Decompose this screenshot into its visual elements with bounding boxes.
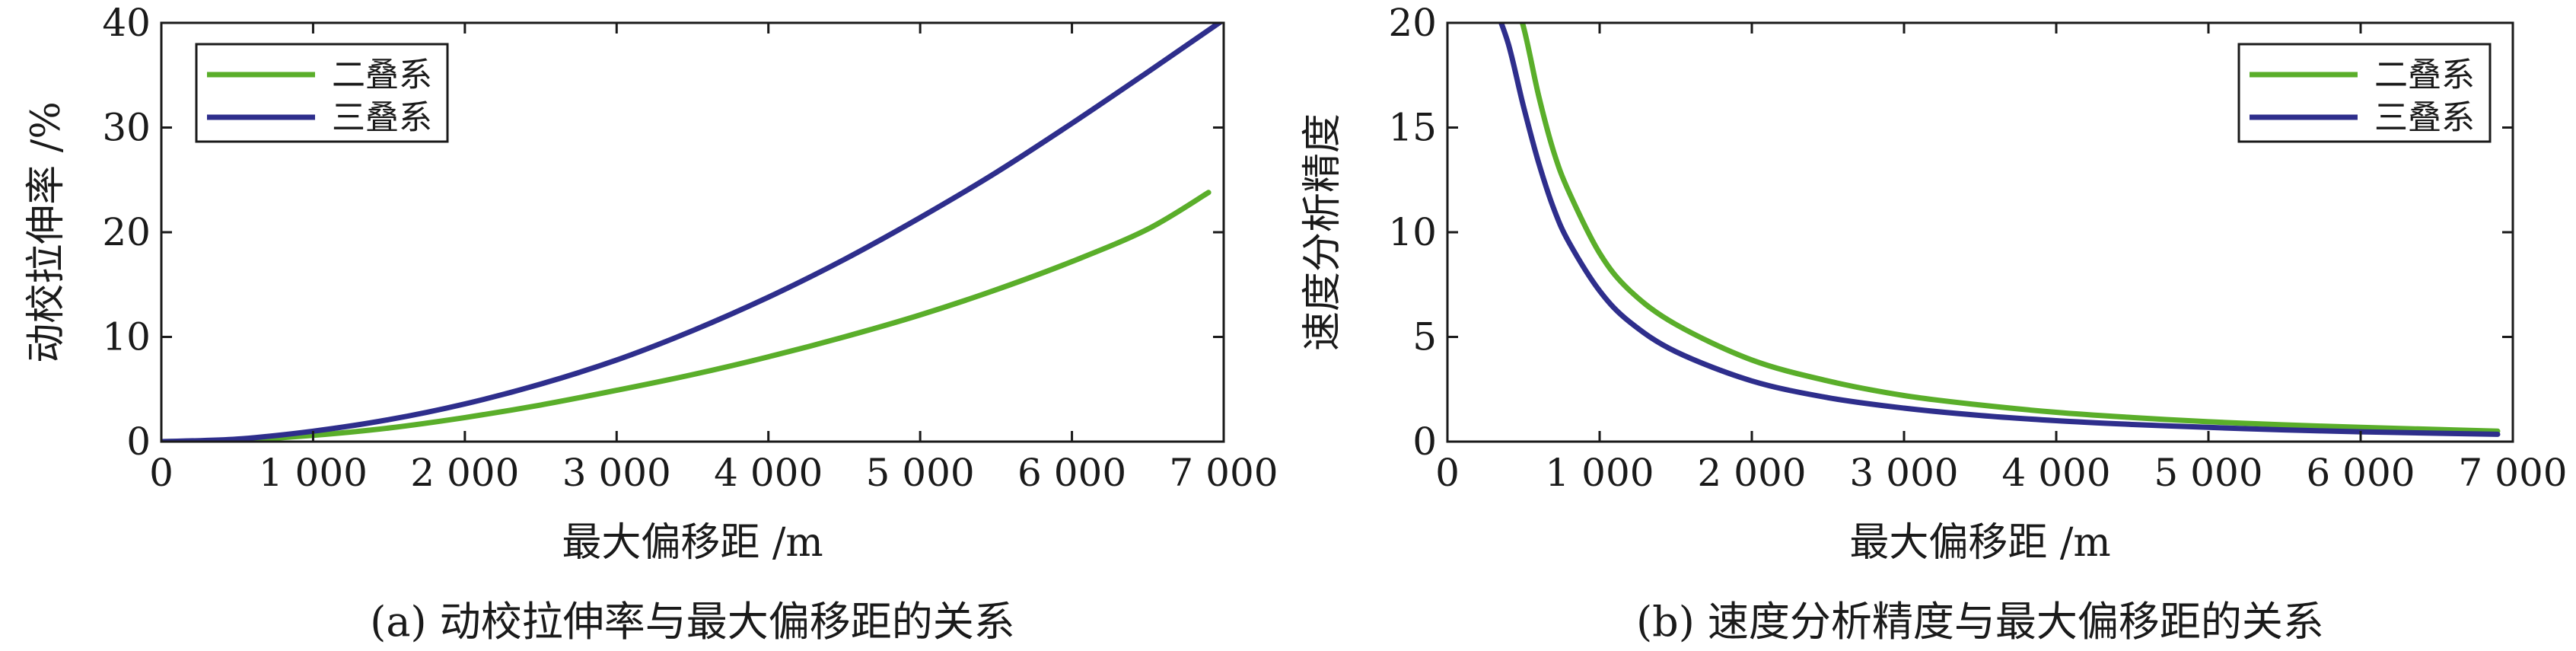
chart-a-ticks: 0 1 000 2 000 3 000 4 000 5 000 6 000 7 000 0 10 2… [102,1,1278,495]
chart-a-x-tick-label: 7 000 [1169,451,1278,495]
chart-a-series-line-two-layer [161,190,1212,442]
chart-b-x-tick-label: 5 000 [2154,451,2262,495]
chart-a-y-tick-label: 10 [102,315,151,359]
chart-b-legend-box [2237,43,2492,143]
chart-a-x-tick-label: 6 000 [1017,451,1126,495]
chart-a-x-tick-label: 3 000 [562,451,671,495]
chart-b-ticks: 0 1 000 2 000 3 000 4 000 5 000 6 000 7 000 0 5 10… [1388,1,2567,495]
chart-a-y-tick-label: 40 [102,1,151,45]
chart-b-y-tick-label: 20 [1388,1,1437,45]
chart-a-stretch-rate: 0 1 000 2 000 3 000 4 000 5 000 6 000 7 000 0 10 2… [24,1,1278,646]
chart-a-y-axis-title: 动校拉伸率 /% [24,101,69,362]
chart-a-series-line-three-layer [161,23,1224,442]
chart-a-y-tick-label: 20 [102,210,151,254]
chart-b-x-tick-label: 6 000 [2306,451,2415,495]
chart-a-legend-label: 二叠系 [332,56,432,94]
chart-b-series-line-two-layer [1519,23,2501,434]
chart-b-x-tick-label: 7 000 [2458,451,2567,495]
chart-b-x-tick-label: 0 [1435,451,1460,495]
chart-a-series-layer [161,23,1224,442]
chart-b-legend-label: 三叠系 [2374,98,2475,137]
chart-b-caption: (b) 速度分析精度与最大偏移距的关系 [1636,598,2324,646]
chart-b-x-tick-label: 2 000 [1697,451,1806,495]
chart-a-y-tick-label: 0 [126,420,151,464]
chart-a-x-tick-label: 1 000 [259,451,368,495]
chart-b-y-tick-label: 10 [1388,210,1437,254]
chart-a-legend-label: 三叠系 [332,98,432,137]
chart-b-y-tick-label: 5 [1412,315,1437,359]
chart-b-velocity-precision: 0 1 000 2 000 3 000 4 000 5 000 6 000 7 000 0 5 10… [1300,1,2568,646]
chart-b-x-tick-label: 3 000 [1849,451,1958,495]
chart-b-y-tick-label: 15 [1388,106,1437,150]
chart-b-series-layer [1498,23,2501,437]
chart-b-y-axis-title: 速度分析精度 [1300,113,1345,351]
chart-b-series-line-three-layer [1498,23,2501,437]
chart-a-x-tick-label: 5 000 [866,451,975,495]
chart-b-legend-label: 二叠系 [2374,56,2475,94]
chart-a-y-tick-label: 30 [102,106,151,150]
chart-b-x-tick-label: 4 000 [2001,451,2110,495]
chart-b-y-tick-label: 0 [1412,420,1437,464]
chart-a-legend-box [195,43,449,143]
chart-a-x-tick-label: 4 000 [714,451,823,495]
chart-a-x-tick-label: 0 [149,451,174,495]
chart-a-x-axis-title: 最大偏移距 /m [562,520,823,566]
chart-b-x-axis-title: 最大偏移距 /m [1849,520,2110,566]
chart-a-x-tick-label: 2 000 [410,451,519,495]
chart-b-x-tick-label: 1 000 [1545,451,1654,495]
chart-a-caption: (a) 动校拉伸率与最大偏移距的关系 [370,598,1015,646]
